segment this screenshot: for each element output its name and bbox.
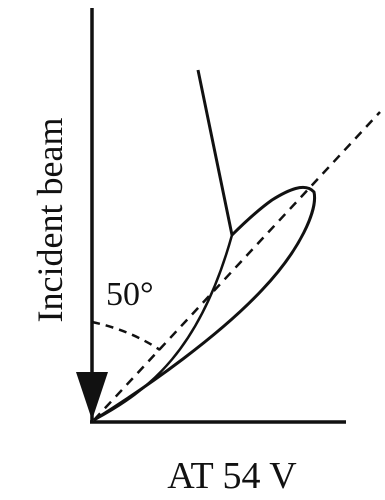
voltage-label: AT 54 V bbox=[167, 455, 297, 497]
intensity-lobe-curve bbox=[93, 69, 317, 422]
intensity-lobe-inner bbox=[93, 234, 234, 422]
angle-arc bbox=[91, 320, 161, 352]
incident-beam-label: Incident beam bbox=[30, 118, 70, 323]
incident-beam-arrowhead bbox=[76, 372, 108, 420]
angle-label: 50° bbox=[106, 276, 154, 313]
diffraction-dashed-line bbox=[93, 111, 381, 421]
